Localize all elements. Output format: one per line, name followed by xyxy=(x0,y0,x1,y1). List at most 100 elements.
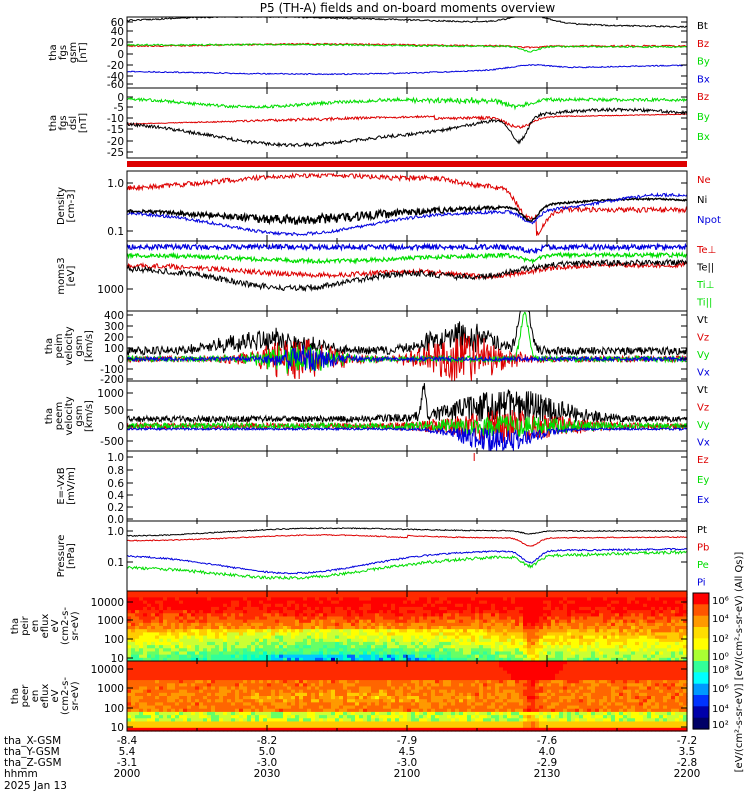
y-axis-label: (cm2-s- xyxy=(60,677,71,715)
y-axis-label: peim xyxy=(54,333,65,358)
y-axis-label: peir xyxy=(20,615,31,635)
y-axis-label: (cm2-s- xyxy=(60,607,71,645)
x-tick-z: -2.9 xyxy=(537,757,558,769)
series-vx xyxy=(127,426,687,451)
y-axis-label: gsm xyxy=(68,42,79,63)
panel-vi xyxy=(126,310,688,382)
legend-ne: Ne xyxy=(697,175,711,186)
colorbar xyxy=(692,592,710,730)
y-tick-label: 1.0 xyxy=(107,526,124,538)
y-axis-label: eV xyxy=(50,619,61,632)
y-tick-label: -60 xyxy=(107,79,124,91)
y-tick-label: 0 xyxy=(117,354,124,366)
y-tick-label: 60 xyxy=(111,17,124,29)
colorbar-tick: 10⁴ xyxy=(712,704,729,715)
y-tick-label: 0 xyxy=(117,421,124,433)
x-tick-y: 4.0 xyxy=(539,746,556,758)
y-axis-label: velocity xyxy=(64,326,75,365)
series-ne xyxy=(127,172,687,236)
y-tick-label: 1000 xyxy=(97,683,124,695)
y-tick-label: -500 xyxy=(100,436,124,448)
y-axis-label: tha xyxy=(10,688,21,704)
y-tick-label: 1.0 xyxy=(107,452,124,464)
y-tick-label: 200 xyxy=(104,332,124,344)
series-vy xyxy=(127,311,687,374)
panel-pressure xyxy=(126,520,688,592)
y-axis-label: tha xyxy=(44,338,55,354)
y-axis-label: eflux xyxy=(40,684,51,709)
y-tick-label: -5 xyxy=(114,102,124,114)
legend-ti||: Ti|| xyxy=(696,298,712,309)
y-axis-label: tha xyxy=(10,618,21,634)
legend-bz: Bz xyxy=(697,92,709,103)
panel-frame xyxy=(126,450,688,522)
y-tick-label: 1000 xyxy=(97,284,124,296)
y-axis-label: tha xyxy=(44,408,55,424)
y-axis-label: [mV/m] xyxy=(66,467,77,505)
x-tick-z: -3.1 xyxy=(117,757,138,769)
series-ti-perp xyxy=(127,250,687,265)
legend-bz: Bz xyxy=(697,39,709,50)
y-axis-label: peer xyxy=(20,684,31,708)
x-row-label: tha_X-GSM xyxy=(4,735,61,747)
y-axis-label: sr-eV) xyxy=(70,611,81,640)
series-pe xyxy=(127,549,687,580)
panel-temp xyxy=(126,240,688,312)
y-tick-label: 500 xyxy=(104,405,124,417)
legend-bx: Bx xyxy=(697,74,710,85)
y-tick-label: -15 xyxy=(107,124,124,136)
y-tick-label: 10000 xyxy=(91,597,124,609)
series-vt xyxy=(127,383,687,424)
y-tick-label: 0.1 xyxy=(107,226,124,238)
y-tick-label: 10 xyxy=(111,653,124,665)
separator-bar xyxy=(127,161,687,167)
y-axis-label: [km/s] xyxy=(84,400,95,432)
series-vx xyxy=(127,345,687,372)
legend-bt: Bt xyxy=(697,21,708,32)
legend-vz: Vz xyxy=(697,333,709,344)
legend-ez: Ez xyxy=(697,455,709,466)
series-bz xyxy=(127,42,687,49)
y-tick-label: 1000 xyxy=(97,388,124,400)
y-tick-label: -40 xyxy=(107,71,124,83)
y-axis-label: [cm-3] xyxy=(66,189,77,222)
y-tick-label: -10 xyxy=(107,113,124,125)
x-tick-x: -7.9 xyxy=(397,735,418,747)
series-vz xyxy=(127,409,687,443)
panel-frame xyxy=(126,170,688,242)
y-axis-label: eflux xyxy=(40,614,51,639)
y-tick-label: -20 xyxy=(107,60,124,72)
panel-ve xyxy=(126,380,688,452)
spectrogram-peir xyxy=(127,591,688,662)
y-tick-label: 100 xyxy=(104,703,124,715)
legend-vt: Vt xyxy=(697,315,708,326)
legend-pb: Pb xyxy=(697,543,709,554)
y-axis-label: fgs xyxy=(58,45,69,60)
y-tick-label: 1000 xyxy=(97,615,124,627)
panel-fgs-dsl xyxy=(126,87,688,159)
x-row-label: 2025 Jan 13 xyxy=(4,780,67,792)
x-tick-t: 2000 xyxy=(114,768,141,780)
legend-npot: Npot xyxy=(697,215,721,226)
y-axis-label: en xyxy=(30,620,41,633)
panel-frame xyxy=(126,16,688,89)
panel-frame xyxy=(126,380,688,452)
colorbar-tick: 10⁴ xyxy=(712,614,729,625)
y-axis-label: [nPa] xyxy=(66,543,77,569)
series-vt xyxy=(127,311,687,357)
colorbar-tick: 10⁰ xyxy=(712,652,729,663)
x-tick-z: -2.8 xyxy=(677,757,698,769)
y-axis-label: fgs xyxy=(58,115,69,130)
y-axis-label: [eV] xyxy=(66,266,77,287)
legend-te||: Te|| xyxy=(696,263,714,274)
series-by xyxy=(127,96,687,111)
y-axis-label: Density xyxy=(56,187,67,225)
legend-ni: Ni xyxy=(697,195,707,206)
series-bx xyxy=(127,63,687,76)
y-tick-label: 0 xyxy=(117,92,124,104)
x-tick-x: -7.2 xyxy=(677,735,698,747)
series-bx xyxy=(127,106,687,148)
x-tick-y: 4.5 xyxy=(399,746,416,758)
panel-density xyxy=(126,170,688,242)
y-axis-label: velocity xyxy=(64,396,75,435)
